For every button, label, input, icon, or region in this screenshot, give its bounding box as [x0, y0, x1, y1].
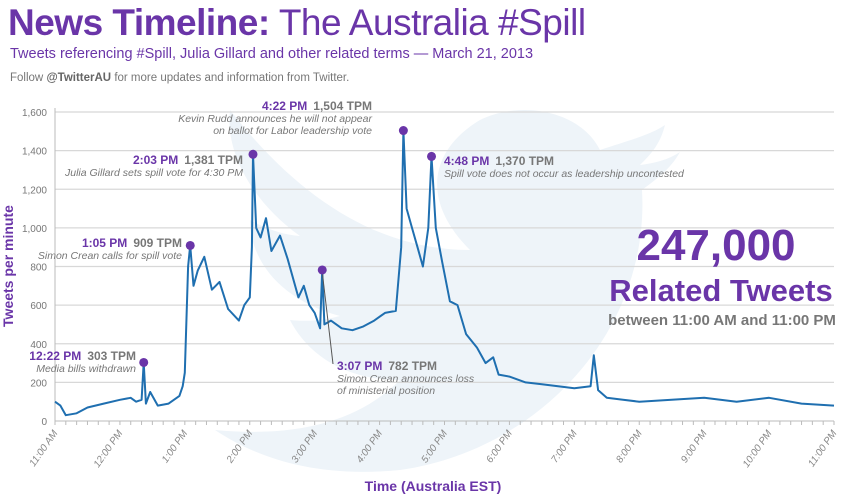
- y-tick-label: 600: [30, 301, 47, 312]
- annotation-rudd-announces: 4:22 PM 1,504 TPM Kevin Rudd announces he…: [178, 99, 372, 138]
- related-tweets-range: between 11:00 AM and 11:00 PM: [608, 312, 836, 329]
- x-tick-label: 1:00 PM: [160, 428, 191, 465]
- highlight-point: [185, 240, 195, 250]
- annotation-vote-uncontested: 4:48 PM 1,370 TPM Spill vote does not occ…: [444, 154, 684, 181]
- highlight-point: [139, 357, 149, 367]
- annotation-media-bills: 12:22 PM 303 TPM Media bills withdrawn: [29, 349, 136, 376]
- x-tick-label: 9:00 PM: [679, 428, 710, 465]
- annotation-crean-loss: 3:07 PM 782 TPM Simon Crean announces los…: [337, 359, 475, 398]
- page-title: News Timeline: The Australia #Spill: [8, 2, 586, 43]
- y-tick-label: 1,000: [22, 224, 47, 235]
- y-tick-label: 1,600: [22, 108, 47, 119]
- y-tick-label: 0: [41, 417, 47, 428]
- x-tick-label: 7:00 PM: [549, 428, 580, 465]
- x-tick-label: 11:00 AM: [28, 428, 61, 469]
- highlight-point: [398, 126, 408, 136]
- y-tick-label: 1,400: [22, 147, 47, 158]
- y-tick-label: 800: [30, 263, 47, 274]
- annotation-leader-line: [321, 269, 334, 365]
- x-tick-label: 12:00 PM: [92, 428, 126, 470]
- y-axis-label: Tweets per minute: [0, 205, 16, 327]
- highlight-point: [427, 151, 437, 161]
- annotation-crean-calls-spill: 1:05 PM 909 TPM Simon Crean calls for spi…: [37, 236, 182, 263]
- x-tick-label: 10:00 PM: [741, 428, 775, 470]
- x-tick-label: 8:00 PM: [614, 428, 645, 465]
- page-subtitle: Tweets referencing #Spill, Julia Gillard…: [10, 46, 534, 62]
- y-tick-label: 200: [30, 378, 47, 389]
- x-tick-label: 11:00 PM: [806, 428, 840, 469]
- highlight-point: [248, 149, 258, 159]
- y-tick-label: 400: [30, 340, 47, 351]
- follow-line: Follow @TwitterAU for more updates and i…: [10, 72, 350, 84]
- x-axis-label: Time (Australia EST): [364, 478, 502, 494]
- related-tweets-label: Related Tweets: [609, 273, 833, 308]
- y-tick-label: 1,200: [22, 185, 47, 196]
- related-tweets-count: 247,000: [636, 221, 796, 270]
- highlight-point: [317, 265, 327, 275]
- annotation-gillard-sets-vote: 2:03 PM 1,381 TPM Julia Gillard sets spil…: [65, 153, 243, 180]
- twitter-handle-link[interactable]: @TwitterAU: [46, 72, 112, 84]
